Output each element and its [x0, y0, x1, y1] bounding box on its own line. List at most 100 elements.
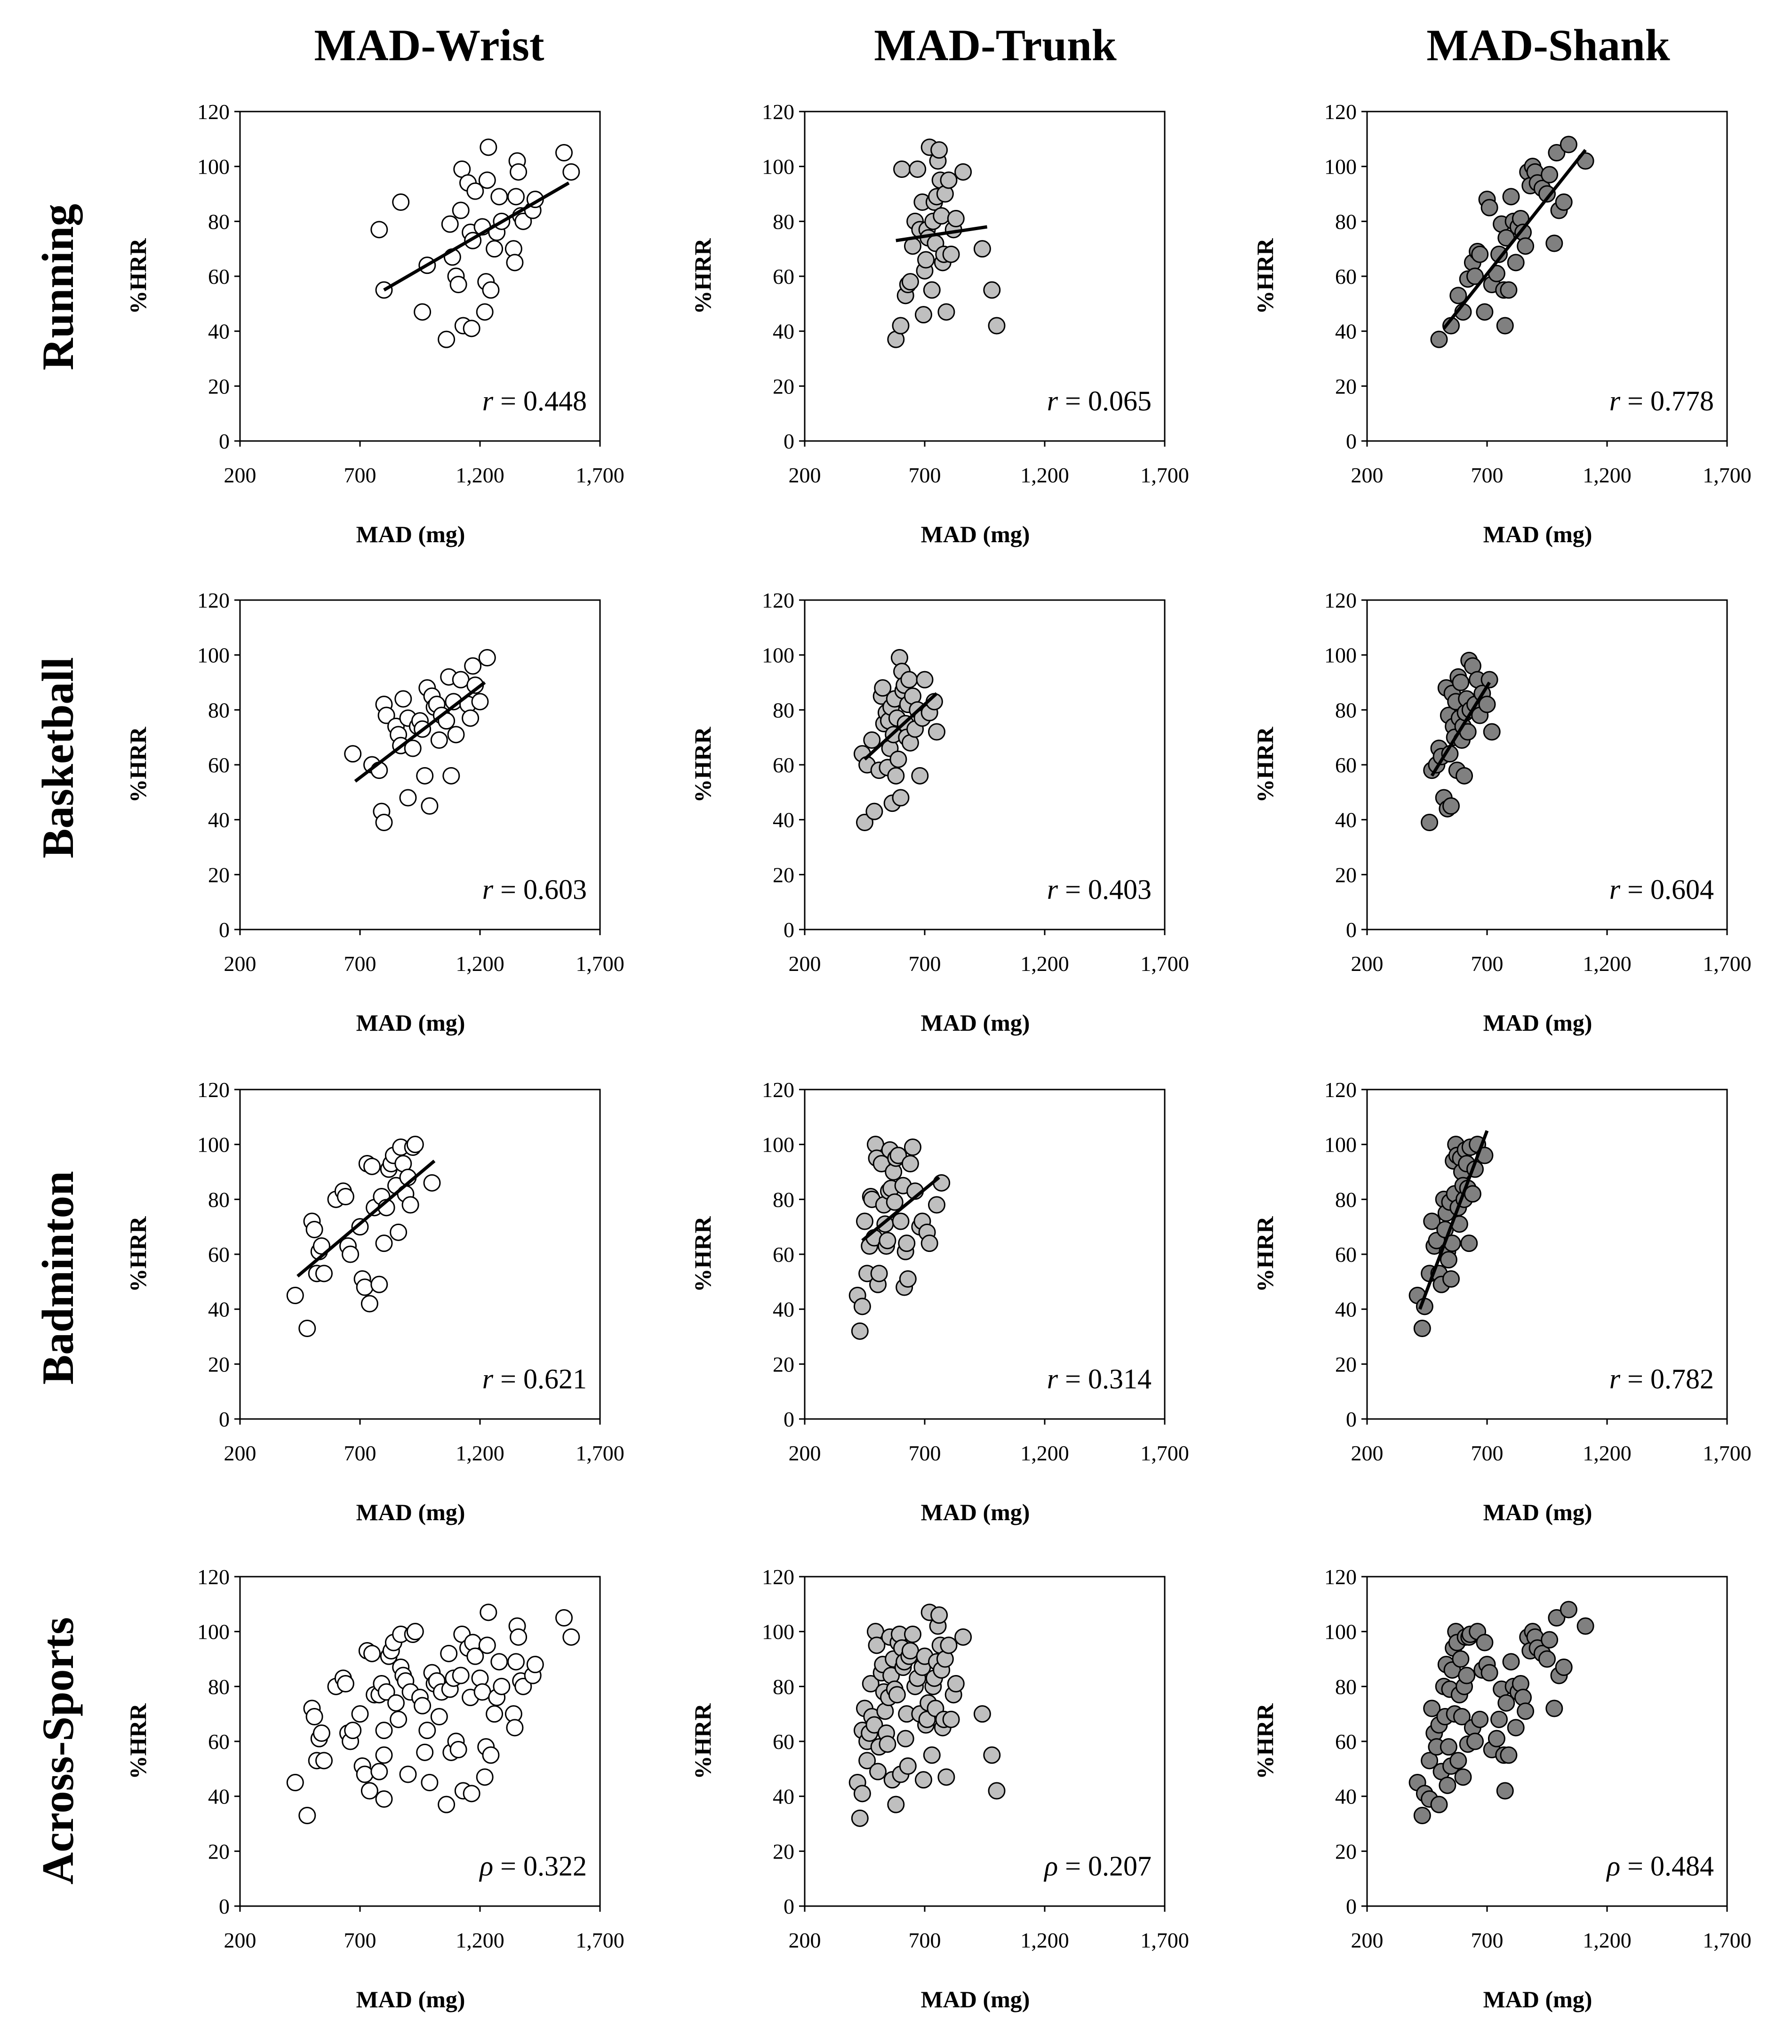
data-point — [510, 163, 528, 181]
data-point — [901, 1155, 919, 1172]
data-point — [1496, 1782, 1514, 1800]
data-point — [893, 160, 911, 178]
x-tick-label: 200 — [224, 952, 256, 976]
data-point — [370, 1275, 388, 1293]
y-tick-label: 80 — [208, 1675, 230, 1699]
data-point — [418, 1722, 436, 1739]
trend-line — [864, 692, 938, 761]
correlation-value: = 0.621 — [493, 1363, 587, 1395]
data-point — [478, 649, 496, 666]
data-point — [909, 160, 927, 178]
data-point — [315, 1265, 333, 1283]
data-point — [464, 657, 482, 675]
x-tick-label: 1,700 — [576, 952, 624, 976]
trend-line — [354, 681, 486, 783]
y-tick-label: 40 — [1335, 320, 1357, 344]
correlation-value: = 0.065 — [1058, 385, 1152, 417]
x-tick-label: 1,700 — [1140, 952, 1189, 976]
y-tick-label: 100 — [197, 155, 230, 179]
data-point — [1488, 1730, 1505, 1747]
data-point — [1449, 1752, 1467, 1770]
data-point — [1483, 723, 1501, 741]
correlation-symbol: r — [1609, 385, 1621, 417]
y-tick-label: 100 — [1324, 643, 1357, 667]
data-point — [1421, 814, 1439, 831]
x-tick-label: 700 — [1471, 1928, 1504, 1952]
data-point — [375, 814, 393, 831]
data-point — [462, 709, 480, 727]
y-tick-label: 40 — [1335, 1785, 1357, 1809]
data-point — [856, 1212, 873, 1230]
data-point — [1480, 1664, 1498, 1682]
data-point — [399, 1765, 417, 1783]
data-point — [1466, 267, 1484, 285]
trend-line — [383, 181, 570, 292]
correlation-value: = 0.403 — [1058, 874, 1152, 905]
data-point — [375, 1722, 393, 1739]
data-point — [1413, 1320, 1431, 1337]
data-point — [1458, 1667, 1476, 1684]
data-point — [886, 1193, 904, 1211]
data-point — [899, 1270, 917, 1288]
x-tick-label: 1,700 — [576, 1441, 624, 1465]
data-point — [865, 802, 883, 820]
data-point — [377, 1683, 395, 1701]
y-tick-label: 0 — [784, 429, 794, 453]
data-point — [916, 671, 934, 689]
data-point — [901, 1642, 919, 1659]
data-point — [937, 1768, 955, 1786]
trend-line — [1418, 1130, 1489, 1310]
x-tick-label: 200 — [1351, 952, 1384, 976]
correlation-symbol: r — [482, 1363, 494, 1395]
x-tick-label: 200 — [224, 1928, 256, 1952]
data-point — [486, 1705, 504, 1723]
data-point — [868, 1636, 886, 1654]
y-axis-label: %HRR — [125, 727, 151, 803]
data-point — [1454, 1768, 1472, 1786]
y-tick-label: 100 — [197, 1620, 230, 1644]
y-tick-label: 0 — [784, 918, 794, 942]
x-tick-label: 1,700 — [1140, 463, 1189, 487]
data-point — [1456, 767, 1473, 785]
data-point — [447, 726, 465, 744]
data-point — [1555, 193, 1573, 211]
y-tick-label: 80 — [773, 1187, 794, 1211]
correlation-value: = 0.484 — [1620, 1851, 1714, 1882]
y-tick-label: 80 — [1335, 1187, 1357, 1211]
data-point — [430, 731, 448, 749]
y-tick-label: 40 — [773, 808, 794, 832]
data-point — [344, 745, 362, 763]
y-tick-label: 60 — [773, 753, 794, 777]
data-point — [404, 739, 422, 757]
correlation-symbol: ρ — [1043, 1851, 1058, 1882]
y-tick-label: 120 — [1324, 100, 1357, 124]
x-tick-label: 700 — [344, 952, 376, 976]
y-tick-label: 100 — [1324, 1620, 1357, 1644]
data-point — [482, 281, 500, 299]
trend-line — [296, 1159, 436, 1278]
data-point — [1538, 1650, 1556, 1668]
data-point — [1555, 1659, 1573, 1676]
y-tick-label: 40 — [208, 1785, 230, 1809]
data-point — [942, 245, 960, 263]
column-title: MAD-Shank — [1426, 20, 1670, 70]
y-tick-label: 80 — [1335, 209, 1357, 233]
data-point — [392, 193, 410, 211]
data-point — [887, 767, 905, 785]
data-point — [888, 1686, 906, 1704]
data-point — [1453, 1708, 1471, 1725]
data-point — [896, 1730, 914, 1747]
y-tick-label: 60 — [208, 753, 230, 777]
column-title: MAD-Wrist — [314, 20, 544, 70]
data-point — [933, 207, 951, 225]
correlation-symbol: r — [1609, 874, 1621, 905]
data-point — [351, 1705, 369, 1723]
y-tick-label: 120 — [1324, 1565, 1357, 1589]
x-tick-label: 1,200 — [456, 1441, 504, 1465]
data-point — [1560, 1601, 1577, 1619]
y-axis-label: %HRR — [689, 1216, 716, 1292]
data-point — [1496, 317, 1514, 335]
data-point — [1423, 1212, 1441, 1230]
data-point — [1478, 696, 1496, 713]
data-point — [463, 320, 480, 337]
